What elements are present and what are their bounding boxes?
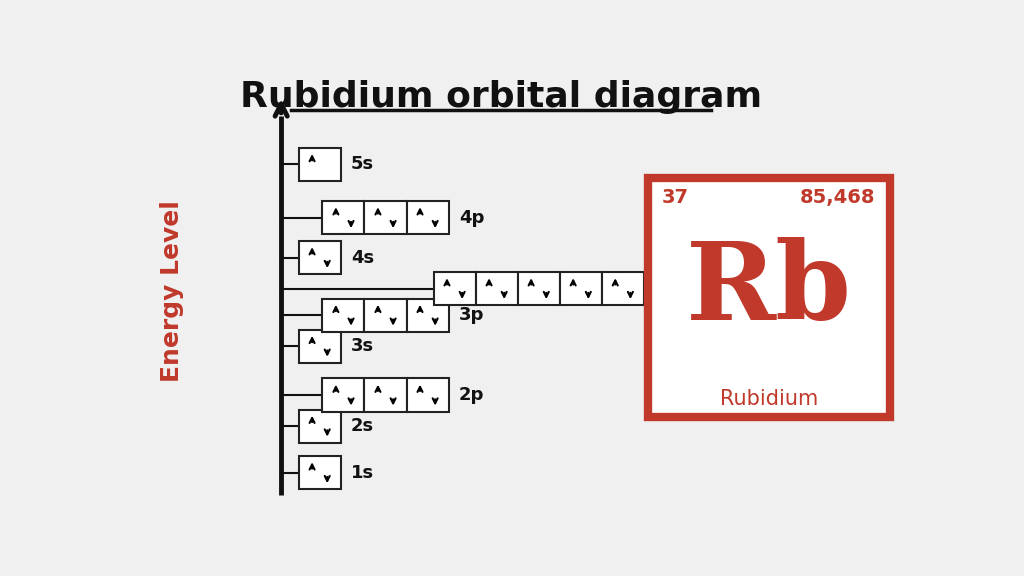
Text: 37: 37 (663, 188, 689, 207)
Text: Rb: Rb (686, 237, 852, 343)
Bar (323, 298, 365, 332)
Bar (433, 272, 475, 305)
Text: Energy Level: Energy Level (160, 200, 183, 382)
Text: Rubidium orbital diagram: Rubidium orbital diagram (240, 80, 762, 114)
Text: 2p: 2p (459, 386, 484, 404)
Bar (407, 298, 449, 332)
Bar (365, 378, 407, 412)
Bar (365, 201, 407, 234)
Bar (299, 456, 341, 490)
Text: 85,468: 85,468 (800, 188, 876, 207)
Bar (323, 201, 365, 234)
Text: 4p: 4p (459, 209, 484, 227)
Bar (602, 272, 644, 305)
Bar (299, 241, 341, 274)
Text: 1s: 1s (351, 464, 374, 482)
Bar (648, 178, 890, 417)
Text: 2s: 2s (351, 417, 374, 435)
Bar (407, 378, 449, 412)
Bar (323, 378, 365, 412)
Bar (518, 272, 560, 305)
Text: 4s: 4s (351, 249, 374, 267)
Bar (475, 272, 518, 305)
Bar (299, 148, 341, 181)
Bar (299, 410, 341, 443)
Text: Rubidium: Rubidium (720, 389, 818, 410)
Text: 3p: 3p (459, 306, 484, 324)
Text: 3s: 3s (351, 338, 374, 355)
Text: 3d: 3d (654, 280, 679, 298)
Text: 5s: 5s (351, 156, 374, 173)
Bar (560, 272, 602, 305)
Bar (365, 298, 407, 332)
Bar (299, 329, 341, 363)
Bar (407, 201, 449, 234)
